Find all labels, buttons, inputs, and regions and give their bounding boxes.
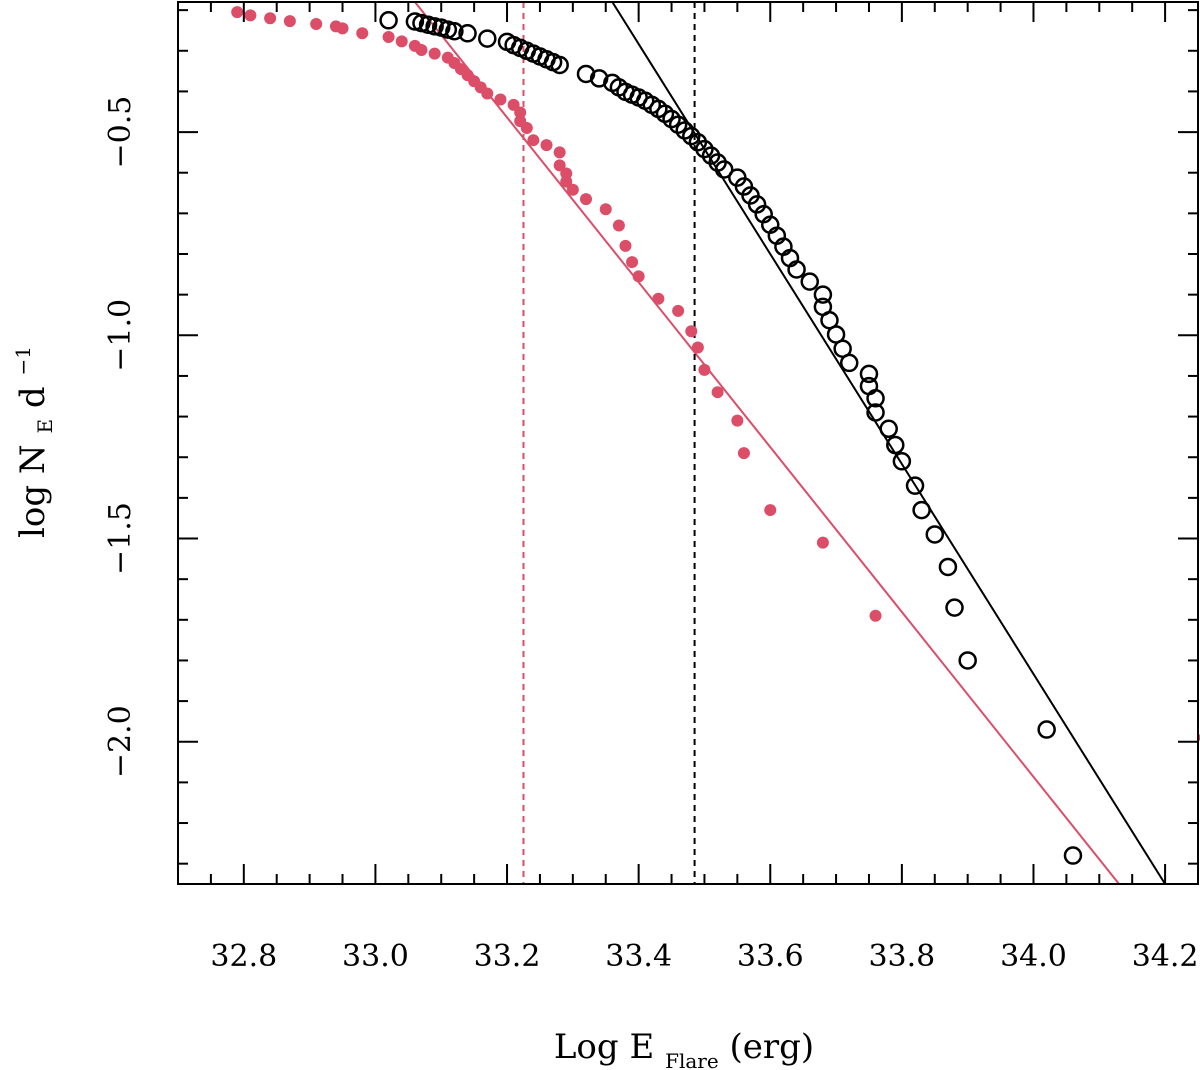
x-tick-label-6: 34.0 (1000, 939, 1067, 974)
point-s0-7 (445, 22, 464, 41)
point-s1-19 (481, 87, 494, 100)
y-tick-label-0: −0.5 (103, 96, 138, 169)
x-tick-label-2: 33.2 (474, 939, 541, 974)
point-s0-70 (1063, 846, 1083, 865)
point-s1-35 (619, 239, 632, 252)
point-s1-47 (816, 536, 829, 549)
point-s1-12 (428, 47, 441, 60)
point-s1-37 (632, 270, 645, 283)
point-s1-2 (264, 12, 277, 25)
point-s0-35 (695, 139, 714, 159)
point-s0-63 (905, 476, 925, 495)
y-tick-label-1: −1.0 (103, 299, 138, 372)
lines-layer (414, 2, 1166, 884)
point-s0-38 (714, 160, 734, 179)
point-s1-24 (520, 122, 533, 134)
point-s1-8 (382, 30, 395, 43)
point-s1-28 (553, 159, 566, 172)
point-s0-67 (945, 598, 964, 617)
y-tick-label-3: −2.0 (103, 705, 138, 778)
point-s0-49 (800, 272, 819, 291)
point-s1-7 (356, 27, 369, 40)
y-axis-title-superscript: −1 (11, 346, 35, 375)
point-s1-46 (764, 504, 777, 517)
point-s1-25 (527, 134, 540, 147)
point-s1-0 (231, 6, 244, 19)
y-axis-title-unit: d (13, 386, 53, 408)
point-s1-48 (869, 609, 882, 622)
point-s1-41 (691, 341, 704, 354)
x-axis-title-main: Log E (554, 1027, 654, 1067)
point-s0-64 (912, 500, 931, 520)
y-axis-title: log N E d −1 (11, 346, 61, 538)
point-s0-56 (859, 364, 879, 384)
ticks-layer: 32.8 33.0 33.2 33.4 33.6 33.8 34.0 34.2 −0.5 −1.0… (103, 2, 1199, 974)
point-s1-42 (698, 363, 711, 376)
x-axis-title-unit: (erg) (730, 1027, 815, 1067)
point-s1-20 (494, 93, 507, 106)
point-s0-55 (839, 353, 859, 373)
point-s0-4 (425, 17, 444, 36)
point-s1-4 (310, 17, 323, 30)
x-axis-title-subscript: Flare (665, 1049, 719, 1070)
point-s1-22 (514, 106, 527, 119)
y-axis-title-subscript: E (33, 419, 57, 434)
plot-frame (177, 1, 1199, 885)
point-s0-61 (886, 435, 905, 455)
point-s0-60 (879, 419, 898, 439)
point-s1-33 (599, 203, 612, 216)
x-tick-label-3: 33.4 (605, 939, 672, 974)
point-s1-39 (672, 304, 685, 317)
point-s0-57 (859, 376, 879, 396)
point-s0-68 (958, 651, 977, 670)
x-axis-title: Log E Flare (erg) (554, 1027, 814, 1070)
point-s1-40 (685, 325, 698, 338)
point-s1-26 (540, 139, 553, 152)
point-s1-44 (731, 414, 744, 427)
point-s0-65 (925, 525, 945, 544)
point-s0-0 (379, 11, 398, 30)
y-axis-title-main: log N (13, 444, 53, 538)
x-tick-label-7: 34.2 (1132, 939, 1199, 974)
point-s0-8 (458, 24, 477, 43)
point-s0-62 (892, 452, 912, 471)
point-s1-1 (244, 9, 257, 22)
points-layer (231, 6, 1200, 865)
point-s0-9 (478, 29, 497, 48)
x-tick-label-1: 33.0 (342, 939, 409, 974)
x-tick-label-0: 32.8 (210, 939, 277, 974)
x-tick-label-5: 33.8 (868, 939, 935, 974)
point-s1-11 (415, 43, 428, 56)
point-s1-38 (652, 292, 665, 305)
point-s1-32 (580, 193, 592, 206)
point-s1-30 (560, 175, 573, 188)
point-s1-45 (737, 447, 750, 460)
fit-line-1 (414, 2, 1120, 884)
point-s1-31 (566, 183, 579, 196)
point-s1-43 (711, 386, 724, 399)
x-tick-label-4: 33.6 (737, 939, 804, 974)
point-s0-66 (938, 557, 958, 577)
point-s0-58 (866, 389, 885, 408)
point-s0-69 (1037, 720, 1056, 739)
point-s0-50 (813, 285, 833, 304)
point-s1-9 (395, 35, 408, 48)
point-s1-3 (283, 15, 296, 28)
point-s1-27 (553, 146, 566, 159)
point-s0-59 (866, 403, 885, 422)
point-s1-36 (626, 256, 639, 269)
point-s1-34 (612, 219, 625, 232)
y-tick-label-2: −1.5 (103, 502, 138, 575)
point-s1-6 (336, 22, 349, 35)
point-s0-48 (787, 260, 806, 279)
point-s0-18 (550, 55, 569, 75)
